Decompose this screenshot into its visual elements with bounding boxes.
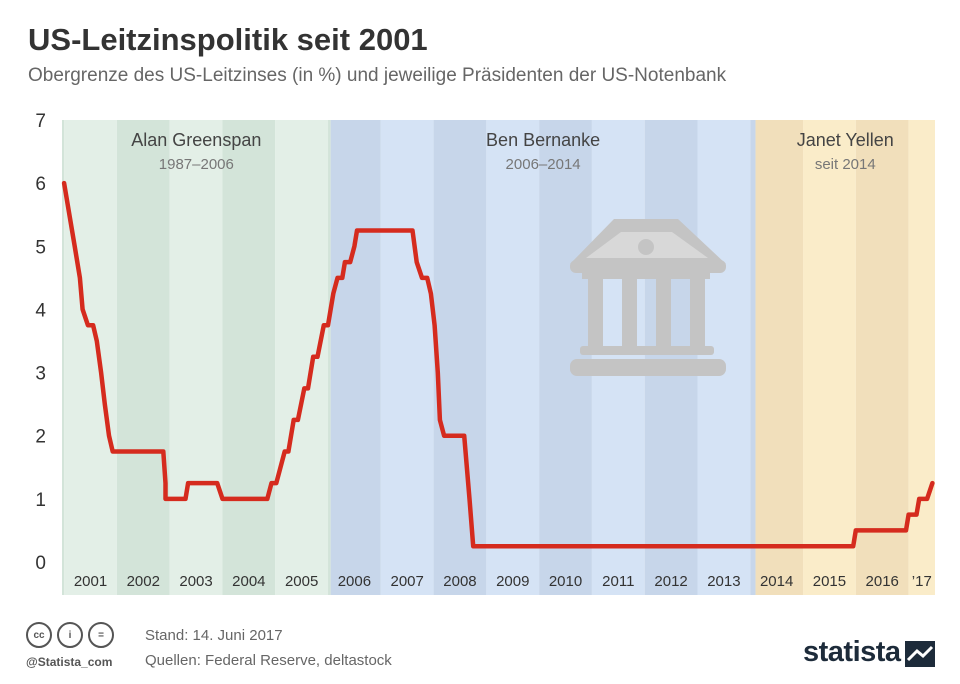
y-tick-label: 4 — [35, 300, 46, 321]
era-band-greenspan — [169, 120, 223, 595]
x-tick-label: 2014 — [760, 573, 793, 590]
rate-line — [61, 180, 935, 549]
license-icons: cc i = — [26, 622, 114, 648]
statista-logo[interactable]: statista — [803, 636, 901, 668]
y-tick-label: 6 — [35, 174, 46, 195]
era-band-yellen — [908, 120, 935, 595]
era-period: seit 2014 — [815, 156, 876, 173]
era-band-greenspan — [222, 120, 276, 595]
era-band-bernanke — [330, 120, 381, 595]
x-tick-label: 2010 — [549, 573, 582, 590]
era-band-greenspan — [116, 120, 170, 595]
x-tick-label: 2003 — [179, 573, 212, 590]
cc-icon: cc — [26, 622, 52, 648]
y-tick-label: 5 — [35, 237, 46, 258]
x-tick-label: 2013 — [707, 573, 740, 590]
x-tick-label: 2006 — [338, 573, 371, 590]
x-tick-label: 2002 — [127, 573, 160, 590]
x-axis: 2001 2002 2003 2004 2005 2006 2007 2008 2009 2010… — [74, 573, 932, 590]
era-band-greenspan — [275, 120, 329, 595]
statista-handle[interactable]: @Statista_com — [26, 655, 113, 669]
era-band-greenspan — [328, 120, 331, 595]
statista-logo-mark-icon — [905, 641, 935, 667]
era-band-bernanke — [539, 120, 592, 595]
y-tick-label: 0 — [35, 553, 46, 574]
era-band-bernanke — [433, 120, 487, 595]
era-name: Alan Greenspan — [131, 130, 261, 150]
era-name: Janet Yellen — [797, 130, 894, 150]
x-tick-label: 2004 — [232, 573, 265, 590]
x-tick-label: 2001 — [74, 573, 107, 590]
era-band-greenspan — [62, 120, 65, 595]
sources: Quellen: Federal Reserve, deltastock — [145, 652, 392, 669]
x-tick-label: 2016 — [866, 573, 899, 590]
era-band-bernanke — [486, 120, 540, 595]
x-tick-label: 2011 — [602, 573, 634, 590]
by-icon: i — [57, 622, 83, 648]
era-band-bernanke — [697, 120, 751, 595]
era-band-bernanke — [380, 120, 434, 595]
x-tick-label: ’17 — [912, 573, 932, 590]
x-tick-label: 2007 — [391, 573, 424, 590]
y-tick-label: 1 — [35, 490, 46, 511]
chart-title: US-Leitzinspolitik seit 2001 — [28, 22, 428, 57]
era-band-yellen — [855, 120, 909, 595]
era-band-bernanke — [644, 120, 698, 595]
chart-subtitle: Obergrenze des US-Leitzinses (in %) und … — [28, 65, 727, 86]
era-period: 1987–2006 — [159, 156, 234, 173]
era-band-yellen — [803, 120, 856, 595]
bank-icon — [570, 219, 726, 376]
era-band-bernanke — [750, 120, 756, 595]
era-bands — [62, 120, 935, 595]
y-axis: 0 1 2 3 4 5 6 7 — [35, 111, 46, 574]
era-name: Ben Bernanke — [486, 130, 600, 150]
era-band-bernanke — [591, 120, 645, 595]
y-tick-label: 2 — [35, 427, 46, 448]
era-period: 2006–2014 — [506, 156, 581, 173]
stand-date: Stand: 14. Juni 2017 — [145, 627, 283, 644]
series-line — [61, 180, 935, 549]
nd-icon: = — [88, 622, 114, 648]
era-labels: Alan Greenspan 1987–2006 Ben Bernanke 2006–… — [131, 130, 894, 173]
x-tick-label: 2012 — [654, 573, 687, 590]
era-band-greenspan — [64, 120, 117, 595]
x-tick-label: 2015 — [813, 573, 846, 590]
x-tick-label: 2008 — [443, 573, 476, 590]
y-tick-label: 3 — [35, 364, 46, 385]
era-band-yellen — [755, 120, 804, 595]
x-tick-label: 2005 — [285, 573, 318, 590]
y-tick-label: 7 — [35, 111, 46, 132]
x-tick-label: 2009 — [496, 573, 529, 590]
